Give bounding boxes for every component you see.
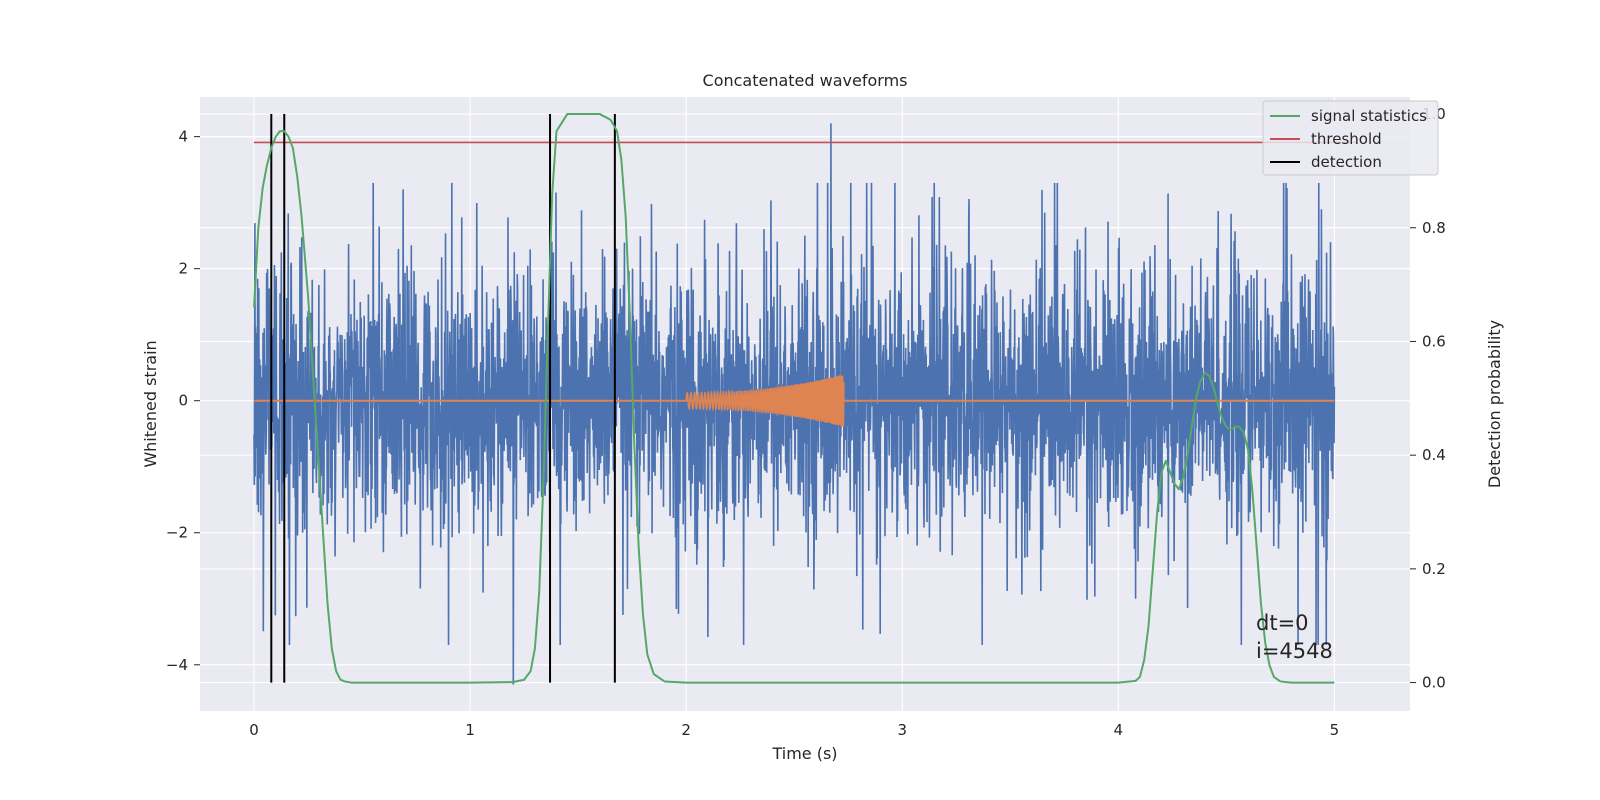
x-tick-label: 3 xyxy=(897,721,907,739)
y-tick-label: −2 xyxy=(166,524,188,542)
y-axis-label: Whitened strain xyxy=(141,340,160,467)
y2-tick-label: 0.2 xyxy=(1422,560,1446,578)
signal-statistics-line xyxy=(253,113,1335,684)
x-axis-label: Time (s) xyxy=(771,744,837,763)
x-tick-label: 0 xyxy=(249,721,259,739)
chart-title: Concatenated waveforms xyxy=(703,71,908,90)
y2-tick-label: 0.8 xyxy=(1422,219,1446,237)
x-tick-label: 4 xyxy=(1114,721,1124,739)
y2-tick-label: 0.6 xyxy=(1422,332,1446,350)
y2-axis-label: Detection probability xyxy=(1485,320,1504,488)
legend-label-detection: detection xyxy=(1311,153,1382,171)
data-layer xyxy=(253,113,1356,685)
strain-series-line xyxy=(253,123,1336,685)
annotation-index: i=4548 xyxy=(1256,639,1333,663)
legend: signal statistics threshold detection xyxy=(1262,100,1439,176)
y-tick-label: 2 xyxy=(178,260,188,278)
y-tick-label: −4 xyxy=(166,656,188,674)
y-tick-label: 4 xyxy=(178,128,188,146)
waveform-chirp-line xyxy=(685,375,845,427)
legend-label-threshold: threshold xyxy=(1311,130,1382,148)
x-tick-label: 5 xyxy=(1330,721,1340,739)
legend-label-signal: signal statistics xyxy=(1311,107,1427,125)
y-tick-label: 0 xyxy=(178,392,188,410)
y2-tick-label: 0.0 xyxy=(1422,674,1446,692)
annotation-dt: dt=0 xyxy=(1256,611,1309,635)
x-tick-label: 2 xyxy=(681,721,691,739)
x-tick-label: 1 xyxy=(465,721,475,739)
y2-tick-label: 0.4 xyxy=(1422,446,1446,464)
legend-box xyxy=(1262,100,1439,176)
